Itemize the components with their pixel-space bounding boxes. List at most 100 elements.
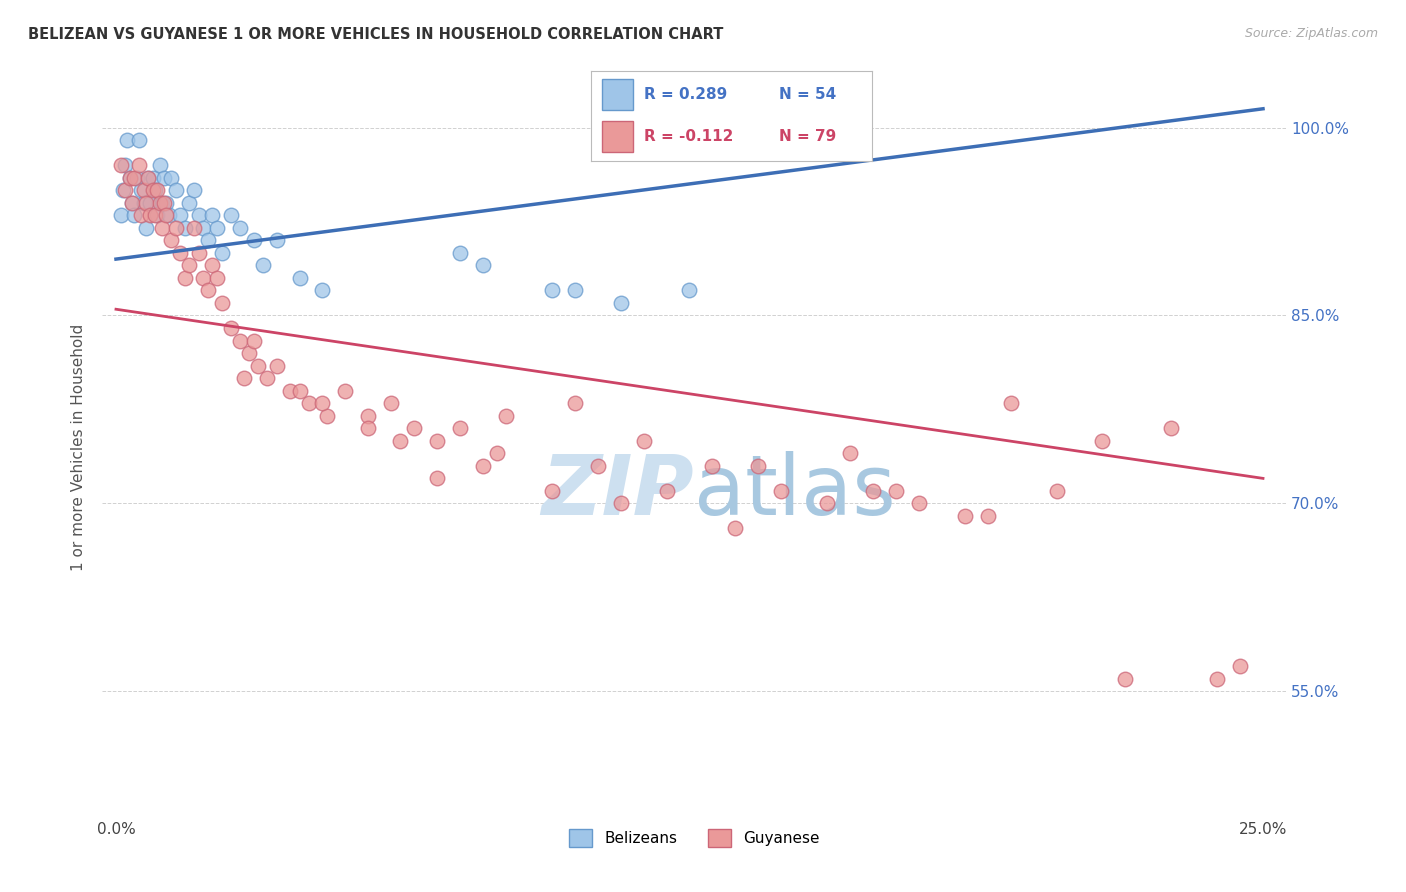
- Point: [155, 195, 177, 210]
- Text: ZIP: ZIP: [541, 451, 695, 532]
- Point: [540, 483, 562, 498]
- Point: [142, 170, 165, 185]
- Point: [165, 220, 187, 235]
- Point: [150, 220, 173, 235]
- Point: [702, 458, 724, 473]
- Point: [266, 359, 288, 373]
- Point: [128, 158, 150, 172]
- Point: [219, 321, 242, 335]
- Point: [1206, 672, 1229, 686]
- Point: [564, 284, 586, 298]
- Point: [815, 496, 838, 510]
- Point: [118, 170, 141, 185]
- Point: [242, 233, 264, 247]
- Point: [219, 208, 242, 222]
- Point: [655, 483, 678, 498]
- Point: [229, 220, 252, 235]
- Point: [150, 195, 173, 210]
- Point: [124, 170, 146, 185]
- Point: [472, 259, 495, 273]
- Point: [633, 434, 655, 448]
- Point: [197, 284, 219, 298]
- Point: [609, 496, 631, 510]
- Point: [179, 259, 201, 273]
- Point: [143, 208, 166, 222]
- Point: [111, 183, 134, 197]
- Point: [426, 434, 449, 448]
- Point: [110, 208, 132, 222]
- Point: [380, 396, 402, 410]
- Point: [770, 483, 793, 498]
- Point: [586, 458, 609, 473]
- Point: [953, 508, 976, 523]
- Point: [128, 133, 150, 147]
- Point: [278, 384, 301, 398]
- Point: [191, 220, 214, 235]
- Point: [132, 183, 155, 197]
- Point: [160, 233, 183, 247]
- Point: [884, 483, 907, 498]
- Y-axis label: 1 or more Vehicles in Household: 1 or more Vehicles in Household: [72, 324, 86, 571]
- Point: [357, 409, 380, 423]
- Point: [136, 170, 159, 185]
- Point: [495, 409, 517, 423]
- Point: [183, 183, 205, 197]
- Point: [472, 458, 495, 473]
- Point: [146, 183, 169, 197]
- Point: [256, 371, 278, 385]
- Point: [153, 170, 176, 185]
- Point: [132, 195, 155, 210]
- Point: [129, 208, 152, 222]
- Point: [252, 259, 274, 273]
- Point: [191, 271, 214, 285]
- Point: [288, 271, 311, 285]
- Point: [335, 384, 357, 398]
- Text: BELIZEAN VS GUYANESE 1 OR MORE VEHICLES IN HOUSEHOLD CORRELATION CHART: BELIZEAN VS GUYANESE 1 OR MORE VEHICLES …: [28, 27, 724, 42]
- Point: [205, 220, 228, 235]
- Point: [160, 170, 183, 185]
- Text: R = 0.289: R = 0.289: [644, 87, 727, 102]
- Point: [540, 284, 562, 298]
- Point: [233, 371, 256, 385]
- Point: [201, 208, 224, 222]
- Point: [977, 508, 1000, 523]
- Point: [247, 359, 270, 373]
- Point: [211, 245, 233, 260]
- Point: [110, 158, 132, 172]
- Point: [173, 271, 195, 285]
- Point: [187, 208, 209, 222]
- Text: R = -0.112: R = -0.112: [644, 129, 734, 144]
- Point: [136, 170, 159, 185]
- Text: N = 54: N = 54: [779, 87, 837, 102]
- Point: [404, 421, 426, 435]
- Point: [1045, 483, 1067, 498]
- Point: [165, 183, 187, 197]
- Point: [143, 183, 166, 197]
- Point: [839, 446, 862, 460]
- Point: [724, 521, 747, 535]
- Point: [1114, 672, 1136, 686]
- Point: [357, 421, 380, 435]
- Point: [311, 284, 333, 298]
- Point: [139, 208, 162, 222]
- Point: [426, 471, 449, 485]
- Point: [135, 195, 157, 210]
- Point: [311, 396, 333, 410]
- Point: [153, 195, 176, 210]
- Text: N = 79: N = 79: [779, 129, 837, 144]
- Point: [201, 259, 224, 273]
- Point: [564, 396, 586, 410]
- Point: [114, 158, 136, 172]
- Point: [142, 183, 165, 197]
- Point: [169, 208, 191, 222]
- Point: [862, 483, 884, 498]
- Point: [121, 195, 143, 210]
- Point: [148, 158, 170, 172]
- Point: [118, 170, 141, 185]
- Point: [173, 220, 195, 235]
- Point: [242, 334, 264, 348]
- Point: [169, 245, 191, 260]
- Point: [157, 208, 180, 222]
- Point: [229, 334, 252, 348]
- Point: [205, 271, 228, 285]
